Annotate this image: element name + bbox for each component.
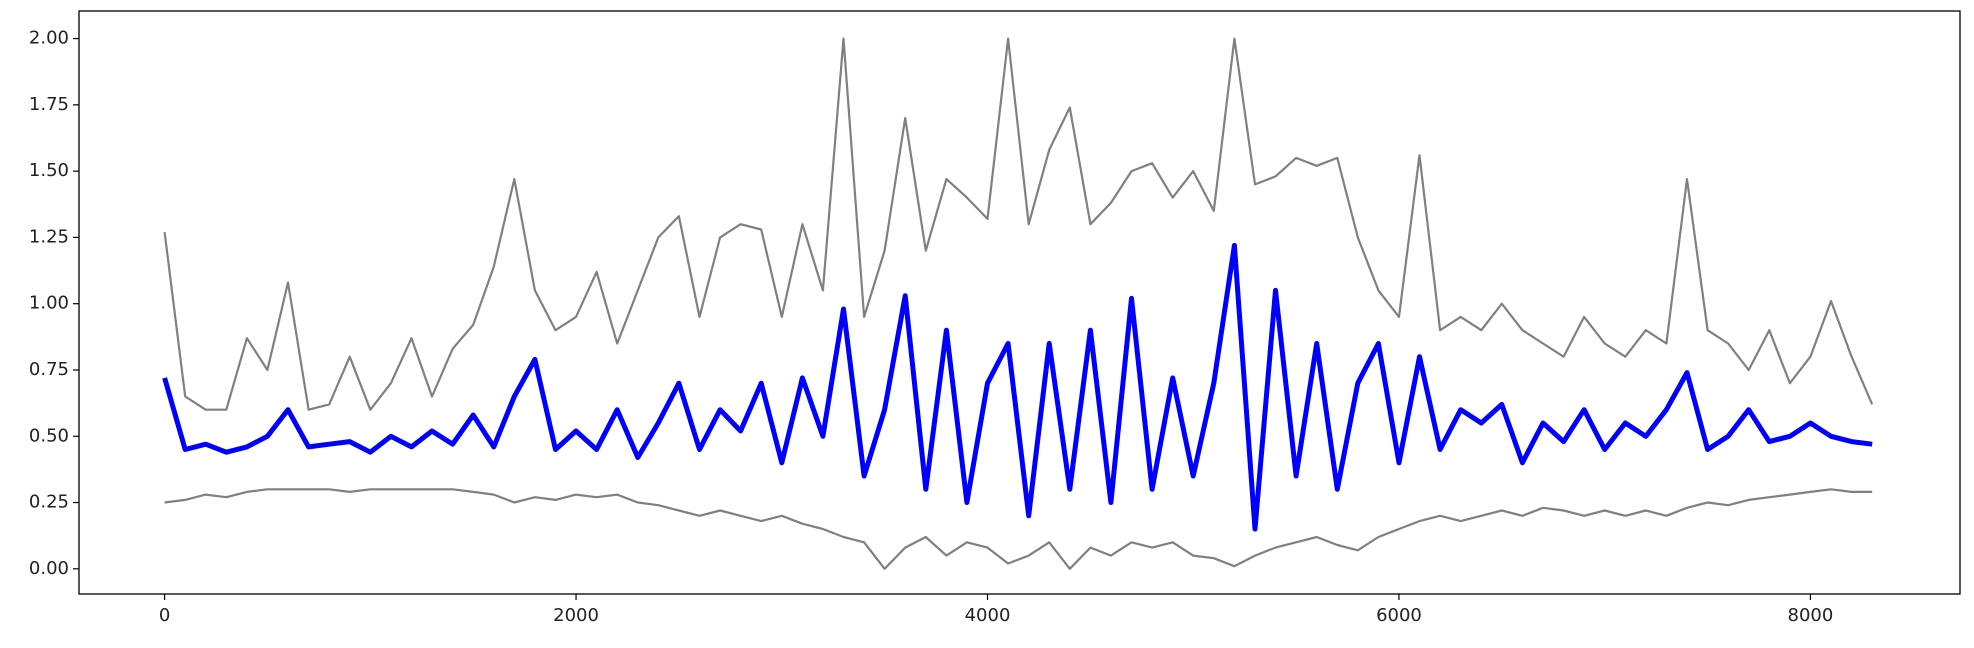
- y-tick-label: 1.25: [29, 226, 69, 247]
- y-tick-label: 0.25: [29, 492, 69, 513]
- y-tick-label: 1.75: [29, 94, 69, 115]
- series-line: [164, 488, 1873, 570]
- x-tick-label: 4000: [965, 605, 1011, 626]
- x-tick-label: 6000: [1376, 605, 1422, 626]
- y-tick-label: 2.00: [29, 28, 69, 49]
- x-tick-label: 0: [159, 605, 170, 626]
- y-tick-label: 0.75: [29, 359, 69, 380]
- y-tick-label: 0.50: [29, 425, 69, 446]
- series-line: [162, 242, 1873, 532]
- y-tick-label: 1.50: [29, 160, 69, 181]
- series-line: [163, 37, 1874, 411]
- y-tick-label: 0.00: [29, 558, 69, 579]
- x-tick-label: 2000: [553, 605, 599, 626]
- plot-frame: [78, 10, 1961, 595]
- y-tick-label: 1.00: [29, 293, 69, 314]
- x-tick-label: 8000: [1788, 605, 1834, 626]
